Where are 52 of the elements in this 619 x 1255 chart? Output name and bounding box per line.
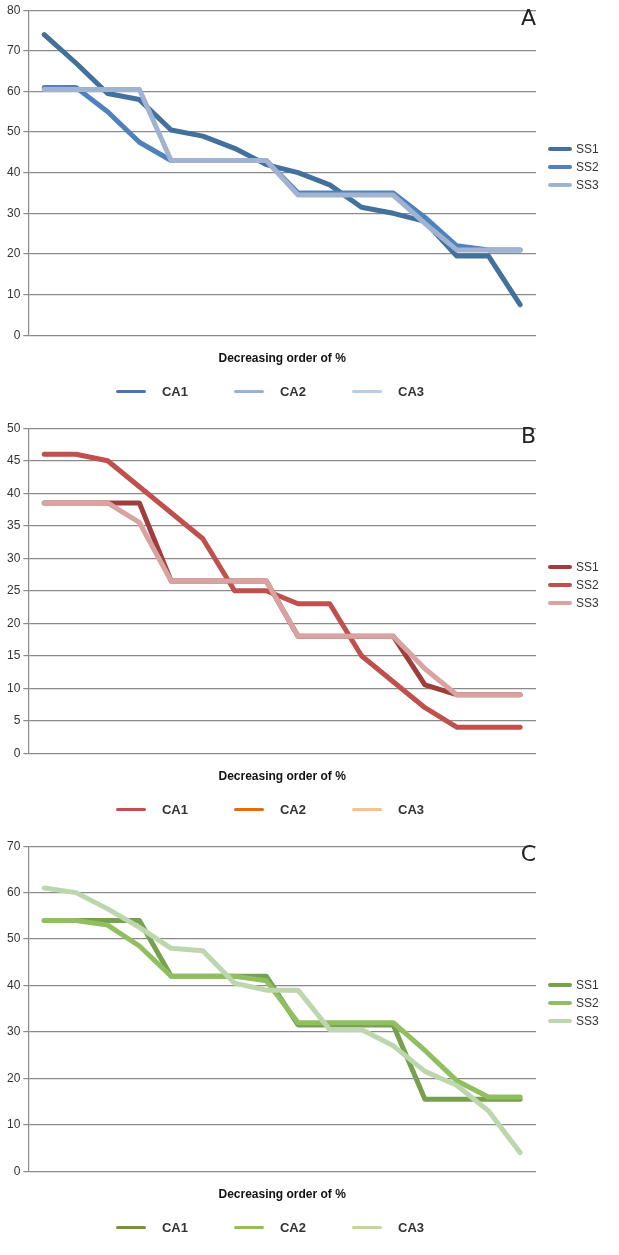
y-tick-label: 0 xyxy=(13,745,21,760)
y-tick-label: 5 xyxy=(13,713,21,728)
x-axis-title: Decreasing order of % xyxy=(218,351,347,366)
legend-label: CA3 xyxy=(398,1219,425,1235)
y-tick-label: 10 xyxy=(6,286,21,301)
legend-label: CA1 xyxy=(161,1219,188,1235)
legend-label: SS3 xyxy=(576,1014,599,1028)
legend-label: SS1 xyxy=(576,978,599,992)
legend-label: CA3 xyxy=(398,801,425,817)
y-tick-label: 80 xyxy=(6,2,21,17)
x-axis-title: Decreasing order of % xyxy=(218,769,347,784)
legend-label: CA3 xyxy=(398,383,425,399)
legend-label: SS3 xyxy=(576,178,599,192)
legend-label: SS2 xyxy=(576,578,599,592)
y-tick-label: 70 xyxy=(6,43,21,58)
x-axis-title: Decreasing order of % xyxy=(218,1187,347,1202)
y-tick-label: 10 xyxy=(6,680,21,695)
y-tick-label: 20 xyxy=(6,1070,21,1085)
y-tick-label: 15 xyxy=(6,648,21,663)
y-tick-label: 40 xyxy=(6,165,21,180)
y-tick-label: 30 xyxy=(6,550,21,565)
y-tick-label: 60 xyxy=(6,884,21,899)
legend-label: SS1 xyxy=(576,560,599,574)
y-tick-label: 50 xyxy=(6,124,21,139)
y-tick-label: 40 xyxy=(6,977,21,992)
y-tick-label: 40 xyxy=(6,485,21,500)
legend-label: SS2 xyxy=(576,996,599,1010)
y-tick-label: 60 xyxy=(6,83,21,98)
legend-label: CA2 xyxy=(279,383,306,399)
legend-label: SS1 xyxy=(576,142,599,156)
y-tick-label: 30 xyxy=(6,1024,21,1039)
y-tick-label: 35 xyxy=(6,518,21,533)
legend-label: SS3 xyxy=(576,596,599,610)
y-tick-label: 30 xyxy=(6,205,21,220)
chart-title: C xyxy=(520,840,536,866)
chart-title: A xyxy=(520,4,536,30)
chart-title: B xyxy=(520,422,536,448)
y-tick-label: 10 xyxy=(6,1117,21,1132)
y-tick-label: 70 xyxy=(6,838,21,853)
y-tick-label: 50 xyxy=(6,931,21,946)
y-tick-label: 20 xyxy=(6,615,21,630)
y-tick-label: 45 xyxy=(6,453,21,468)
y-tick-label: 0 xyxy=(13,327,21,342)
y-tick-label: 20 xyxy=(6,246,21,261)
legend-label: CA1 xyxy=(161,801,188,817)
legend-label: CA2 xyxy=(279,801,306,817)
legend-label: CA1 xyxy=(161,383,188,399)
y-tick-label: 25 xyxy=(6,583,21,598)
legend-label: CA2 xyxy=(279,1219,306,1235)
y-tick-label: 50 xyxy=(6,420,21,435)
y-tick-label: 0 xyxy=(13,1163,21,1178)
legend-label: SS2 xyxy=(576,160,599,174)
